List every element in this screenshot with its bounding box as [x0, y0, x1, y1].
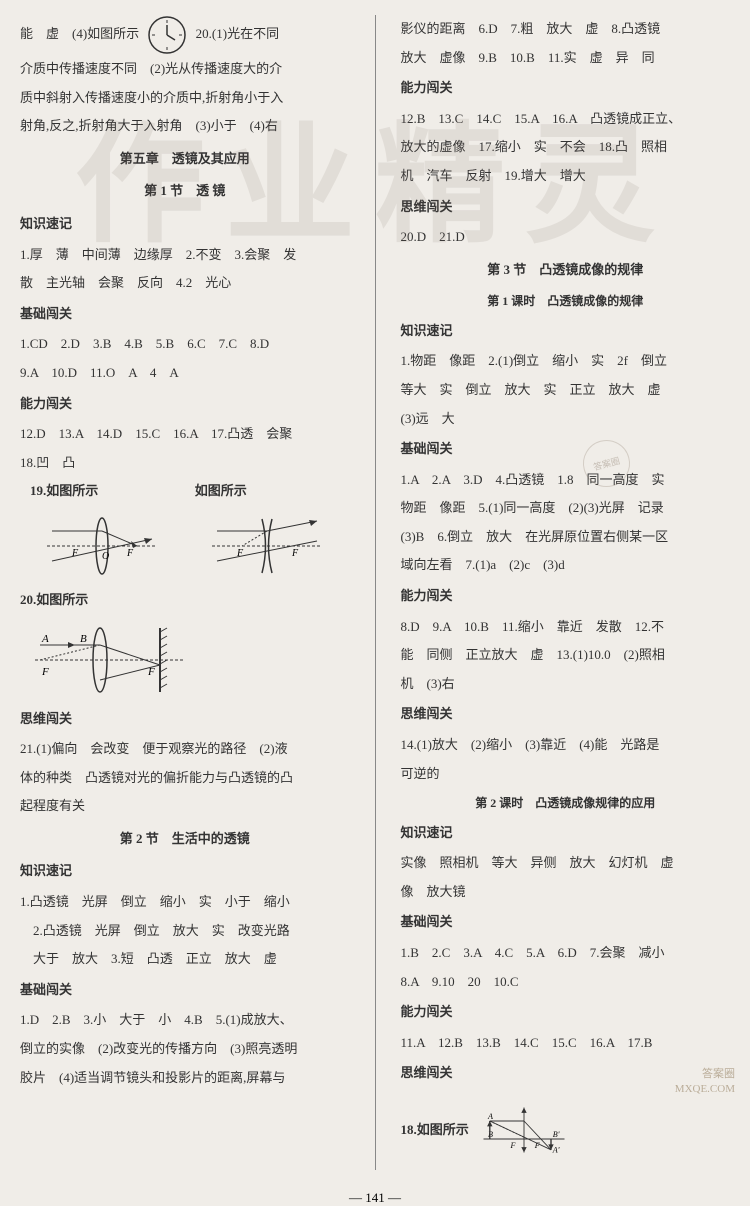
text-line: 物距 像距 5.(1)同一高度 (2)(3)光屏 记录 — [401, 494, 731, 523]
text-line: 胶片 (4)适当调节镜头和投影片的距离,屏幕与 — [20, 1064, 350, 1093]
figure-label: 如图所示 — [195, 477, 247, 506]
text-line: 大于 放大 3.短 凸透 正立 放大 虚 — [20, 945, 350, 974]
section-title: 第 3 节 凸透镜成像的规律 — [401, 256, 731, 285]
svg-text:O: O — [102, 551, 109, 562]
section-title: 第 1 节 透 镜 — [20, 177, 350, 206]
section-heading: 思维闯关 — [401, 700, 731, 729]
text-line: 9.A 10.D 11.O A 4 A — [20, 359, 350, 388]
right-column: 影仪的距离 6.D 7.粗 放大 虚 8.凸透镜 放大 虚像 9.B 10.B … — [401, 15, 731, 1170]
text-line: 影仪的距离 6.D 7.粗 放大 虚 8.凸透镜 — [401, 15, 731, 44]
lens-mirror-diagram-icon: A B F F — [30, 620, 190, 700]
text-line: 1.CD 2.D 3.B 4.B 5.B 6.C 7.C 8.D — [20, 330, 350, 359]
section-heading: 知识速记 — [20, 857, 350, 886]
text-line: (3)远 大 — [401, 405, 731, 434]
text-line: 放大的虚像 17.缩小 实 不会 18.凸 照相 — [401, 133, 731, 162]
text-line: 介质中传播速度不同 (2)光从传播速度大的介 — [20, 55, 350, 84]
svg-text:F: F — [71, 548, 79, 559]
footer-line: 答案圈 — [675, 1067, 735, 1081]
section-heading: 基础闯关 — [401, 908, 731, 937]
svg-text:F: F — [509, 1141, 515, 1150]
svg-text:A: A — [487, 1112, 493, 1121]
text-line: 12.B 13.C 14.C 15.A 16.A 凸透镜成正立、 — [401, 105, 731, 134]
figure-label: 18.如图所示 — [401, 1116, 469, 1145]
text-line: 21.(1)偏向 会改变 便于观察光的路径 (2)液 — [20, 735, 350, 764]
figure-row: 18.如图所示 A B F F B' A' — [401, 1090, 731, 1170]
text-line: 1.B 2.C 3.A 4.C 5.A 6.D 7.会聚 减小 — [401, 939, 731, 968]
section-heading: 知识速记 — [20, 210, 350, 239]
svg-text:B: B — [488, 1130, 493, 1139]
text-line: 1.凸透镜 光屏 倒立 缩小 实 小于 缩小 — [20, 888, 350, 917]
section-title: 第 2 节 生活中的透镜 — [20, 825, 350, 854]
section-heading: 能力闯关 — [401, 998, 731, 1027]
section-heading: 基础闯关 — [20, 976, 350, 1005]
text-line: 域向左看 7.(1)a (2)c (3)d — [401, 551, 731, 580]
text-span: 能 虚 (4)如图所示 — [20, 26, 139, 41]
text-line: 质中斜射入传播速度小的介质中,折射角小于入 — [20, 84, 350, 113]
text-line: 实像 照相机 等大 异侧 放大 幻灯机 虚 — [401, 849, 731, 878]
figure-row: 19.如图所示 F F O 如图所示 — [20, 477, 350, 586]
section-heading: 知识速记 — [401, 317, 731, 346]
section-heading: 思维闯关 — [401, 193, 731, 222]
text-line: 体的种类 凸透镜对光的偏折能力与凸透镜的凸 — [20, 764, 350, 793]
text-line: 8.A 9.10 20 10.C — [401, 968, 731, 997]
text-line: 1.物距 像距 2.(1)倒立 缩小 实 2f 倒立 — [401, 347, 731, 376]
svg-text:F: F — [126, 548, 134, 559]
text-line: 20.D 21.D — [401, 223, 731, 252]
footer-logo: 答案圈 MXQE.COM — [675, 1067, 735, 1096]
text-line: 散 主光轴 会聚 反向 4.2 光心 — [20, 269, 350, 298]
text-line: 射角,反之,折射角大于入射角 (3)小于 (4)右 — [20, 112, 350, 141]
section-heading: 能力闯关 — [401, 74, 731, 103]
text-line: 1.D 2.B 3.小 大于 小 4.B 5.(1)成放大、 — [20, 1006, 350, 1035]
text-line: 1.厚 薄 中间薄 边缘厚 2.不变 3.会聚 发 — [20, 241, 350, 270]
text-line: 1.A 2.A 3.D 4.凸透镜 1.8 同一高度 实 — [401, 466, 731, 495]
text-line: (3)B 6.倒立 放大 在光屏原位置右侧某一区 — [401, 523, 731, 552]
section-heading: 思维闯关 — [20, 705, 350, 734]
subsection-title: 第 2 课时 凸透镜成像规律的应用 — [401, 790, 731, 816]
ray-diagram-icon: A B F F B' A' — [479, 1095, 569, 1165]
text-line: 14.(1)放大 (2)缩小 (3)靠近 (4)能 光路是 — [401, 731, 731, 760]
section-heading: 知识速记 — [401, 819, 731, 848]
lens-diagram-icon: F F O — [42, 511, 162, 581]
text-line: 机 (3)右 — [401, 670, 731, 699]
figure-label: 19.如图所示 — [30, 477, 98, 506]
svg-text:F: F — [291, 548, 299, 559]
text-line: 像 放大镜 — [401, 878, 731, 907]
text-line: 能 同侧 正立放大 虚 13.(1)10.0 (2)照相 — [401, 641, 731, 670]
text-line: 机 汽车 反射 19.增大 增大 — [401, 162, 731, 191]
text-line: 放大 虚像 9.B 10.B 11.实 虚 异 同 — [401, 44, 731, 73]
section-heading: 能力闯关 — [20, 390, 350, 419]
text-line: 可逆的 — [401, 760, 731, 789]
column-divider — [375, 15, 376, 1170]
text-line: 2.凸透镜 光屏 倒立 放大 实 改变光路 — [20, 917, 350, 946]
text-line: 11.A 12.B 13.B 14.C 15.C 16.A 17.B — [401, 1029, 731, 1058]
chapter-title: 第五章 透镜及其应用 — [20, 145, 350, 174]
svg-text:F: F — [41, 666, 49, 678]
svg-text:B: B — [80, 633, 87, 645]
text-line: 12.D 13.A 14.D 15.C 16.A 17.凸透 会聚 — [20, 420, 350, 449]
svg-text:B': B' — [553, 1130, 560, 1139]
text-line: 8.D 9.A 10.B 11.缩小 靠近 发散 12.不 — [401, 613, 731, 642]
text-line: 等大 实 倒立 放大 实 正立 放大 虚 — [401, 376, 731, 405]
left-column: 能 虚 (4)如图所示 20.(1)光在不同 介质中传播速度不同 (2)光从传播… — [20, 15, 350, 1170]
section-heading: 基础闯关 — [20, 300, 350, 329]
lens-diagram-icon: F F — [207, 511, 327, 581]
subsection-title: 第 1 课时 凸透镜成像的规律 — [401, 288, 731, 314]
figure-box: 19.如图所示 F F O — [20, 477, 185, 586]
text-span: 20.(1)光在不同 — [196, 26, 279, 41]
page-container: 能 虚 (4)如图所示 20.(1)光在不同 介质中传播速度不同 (2)光从传播… — [0, 0, 750, 1185]
page-number: — 141 — — [0, 1190, 750, 1206]
svg-text:A': A' — [552, 1145, 560, 1154]
section-heading: 基础闯关 — [401, 435, 731, 464]
figure-label: 20.如图所示 — [20, 586, 88, 615]
text-line: 能 虚 (4)如图所示 20.(1)光在不同 — [20, 15, 350, 55]
text-line: 起程度有关 — [20, 792, 350, 821]
svg-text:A: A — [41, 633, 49, 645]
text-line: 18.凹 凸 — [20, 449, 350, 478]
clock-icon — [147, 15, 187, 55]
figure-box: 如图所示 F F — [185, 477, 350, 586]
footer-line: MXQE.COM — [675, 1082, 735, 1096]
text-line: 倒立的实像 (2)改变光的传播方向 (3)照亮透明 — [20, 1035, 350, 1064]
section-heading: 能力闯关 — [401, 582, 731, 611]
